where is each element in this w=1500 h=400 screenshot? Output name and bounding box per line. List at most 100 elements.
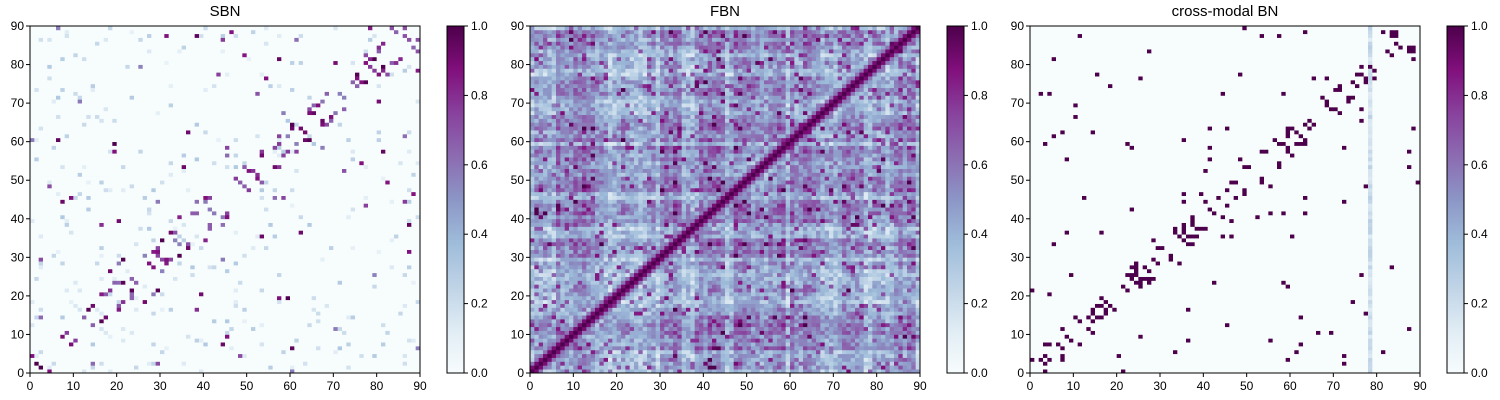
heatmap-cell [73, 223, 78, 227]
heatmap-cell [364, 304, 369, 308]
heatmap-cell [130, 311, 135, 315]
heatmap-cell [329, 280, 334, 284]
heatmap-cell [130, 219, 135, 223]
heatmap-cell [359, 188, 364, 192]
heatmap-cell [91, 292, 96, 296]
heatmap-cell [372, 296, 377, 300]
heatmap-cell [281, 165, 286, 169]
heatmap-cell [229, 230, 234, 234]
heatmap-cell [43, 365, 48, 369]
heatmap-cell [238, 269, 243, 273]
heatmap-cell [229, 207, 234, 211]
heatmap-cell [86, 161, 91, 165]
heatmap-cell [277, 238, 282, 242]
heatmap-cell [290, 246, 295, 250]
heatmap-cell [290, 273, 295, 277]
heatmap-cell [247, 361, 252, 365]
heatmap-cell [130, 265, 135, 269]
heatmap-cell [95, 250, 100, 254]
heatmap-cell [338, 169, 343, 173]
heatmap-cell [325, 219, 330, 223]
heatmap-cell [342, 253, 347, 257]
heatmap-cell [238, 296, 243, 300]
heatmap-cell [351, 238, 356, 242]
heatmap-cell [221, 280, 226, 284]
heatmap-cell [225, 342, 230, 346]
heatmap-cell [398, 196, 403, 200]
heatmap-cell [216, 334, 221, 338]
heatmap-cell [229, 311, 234, 315]
heatmap-cell [130, 192, 135, 196]
heatmap-cell [82, 288, 87, 292]
heatmap-cell [199, 200, 204, 204]
heatmap-cell [108, 230, 113, 234]
heatmap-cell [82, 226, 87, 230]
heatmap-cell [372, 169, 377, 173]
heatmap-cell [325, 230, 330, 234]
heatmap-cell [255, 176, 260, 180]
heatmap-cell [56, 203, 61, 207]
heatmap-cell [134, 215, 139, 219]
heatmap-cell [312, 358, 317, 362]
heatmap-cell [138, 215, 143, 219]
heatmap-cell [333, 307, 338, 311]
heatmap-cell [264, 203, 269, 207]
heatmap-cell [60, 350, 65, 354]
heatmap-cell [255, 250, 260, 254]
heatmap-cell [151, 319, 156, 323]
heatmap-cell [99, 161, 104, 165]
heatmap-cell [355, 180, 360, 184]
heatmap-cell [247, 354, 252, 358]
heatmap-cell [138, 173, 143, 177]
heatmap-cell [403, 358, 408, 362]
heatmap-cell [242, 196, 247, 200]
heatmap-cell [143, 331, 148, 335]
heatmap-cell [390, 253, 395, 257]
heatmap-cell [407, 331, 412, 335]
heatmap-cell [260, 319, 265, 323]
heatmap-cell [125, 323, 130, 327]
heatmap-cell [86, 200, 91, 204]
heatmap-cell [39, 226, 44, 230]
heatmap-cell [333, 280, 338, 284]
heatmap-cell [43, 192, 48, 196]
heatmap-cell [251, 354, 256, 358]
heatmap-cell [73, 180, 78, 184]
heatmap-cell [368, 196, 373, 200]
heatmap-cell [104, 234, 109, 238]
heatmap-cell [186, 334, 191, 338]
heatmap-cell [43, 203, 48, 207]
heatmap-cell [290, 242, 295, 246]
heatmap-cell [251, 184, 256, 188]
heatmap-cell [329, 215, 334, 219]
heatmap-cell [86, 250, 91, 254]
heatmap-cell [91, 300, 96, 304]
heatmap-cell [56, 169, 61, 173]
heatmap-cell [39, 346, 44, 350]
heatmap-cell [368, 296, 373, 300]
heatmap-cell [177, 169, 182, 173]
heatmap-cell [47, 323, 52, 327]
heatmap-cell [221, 311, 226, 315]
heatmap-cell [73, 211, 78, 215]
heatmap-cell [355, 354, 360, 358]
heatmap-cell [290, 296, 295, 300]
heatmap-cell [121, 280, 126, 284]
heatmap-cell [195, 234, 200, 238]
heatmap-cell [39, 176, 44, 180]
heatmap-cell [394, 284, 399, 288]
heatmap-cell [281, 288, 286, 292]
heatmap-cell [299, 361, 304, 365]
heatmap-cell [212, 350, 217, 354]
heatmap-cell [212, 319, 217, 323]
heatmap-cell [333, 342, 338, 346]
heatmap-cell [273, 273, 278, 277]
heatmap-cell [130, 269, 135, 273]
heatmap-cell [234, 304, 239, 308]
heatmap-cell [56, 292, 61, 296]
heatmap-cell [125, 219, 130, 223]
heatmap-cell [286, 226, 291, 230]
heatmap-cell [78, 350, 83, 354]
heatmap-cell [403, 292, 408, 296]
heatmap-cell [82, 277, 87, 281]
